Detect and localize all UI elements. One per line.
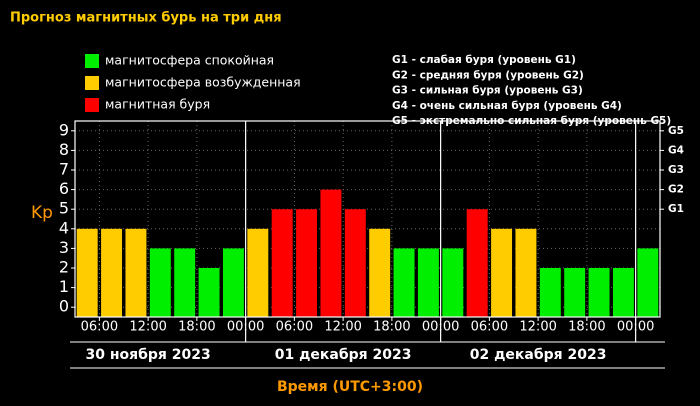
bar bbox=[393, 248, 415, 317]
bar bbox=[369, 228, 391, 317]
x-tick-label: 18:00 bbox=[178, 320, 215, 335]
x-tick-label: 06:00 bbox=[81, 320, 118, 335]
y-axis-label: Kp bbox=[31, 203, 53, 223]
y-tick-label: 0 bbox=[59, 297, 69, 316]
bar bbox=[296, 209, 318, 317]
bar bbox=[198, 268, 220, 317]
y-tick-label: 2 bbox=[59, 258, 69, 277]
g-legend-label: G2 - средняя буря (уровень G2) bbox=[392, 69, 584, 81]
legend-swatch bbox=[85, 76, 99, 90]
x-tick-label: 00:00 bbox=[227, 320, 264, 335]
bar bbox=[101, 228, 123, 317]
y-tick-label: 6 bbox=[59, 179, 69, 198]
legend-swatch bbox=[85, 54, 99, 68]
bar bbox=[588, 268, 610, 317]
y-tick-label: 9 bbox=[59, 120, 69, 139]
g-legend-label: G3 - сильная буря (уровень G3) bbox=[392, 85, 583, 97]
bar bbox=[612, 268, 634, 317]
legend-label: магнитосфера спокойная bbox=[105, 53, 274, 68]
bar bbox=[466, 209, 488, 317]
y2-tick-label: G2 bbox=[668, 184, 684, 196]
x-tick-label: 06:00 bbox=[276, 320, 313, 335]
x-tick-label: 12:00 bbox=[324, 320, 361, 335]
g-legend-label: G1 - слабая буря (уровень G1) bbox=[392, 54, 576, 66]
bar bbox=[149, 248, 171, 317]
y2-tick-label: G1 bbox=[668, 203, 684, 215]
bar bbox=[76, 228, 98, 317]
g-legend-label: G4 - очень сильная буря (уровень G4) bbox=[392, 100, 622, 112]
day-label: 01 декабря 2023 bbox=[275, 347, 412, 363]
plot-frame bbox=[74, 120, 661, 318]
bar bbox=[637, 248, 659, 317]
y2-tick-label: G3 bbox=[668, 164, 684, 176]
y-tick-label: 1 bbox=[59, 277, 69, 296]
bar bbox=[222, 248, 244, 317]
bar bbox=[125, 228, 147, 317]
x-tick-label: 18:00 bbox=[568, 320, 605, 335]
x-axis-label: Время (UTC+3:00) bbox=[277, 379, 423, 395]
y-tick-label: 4 bbox=[59, 218, 69, 237]
legend-label: магнитосфера возбужденная bbox=[105, 75, 301, 90]
bar bbox=[442, 248, 464, 317]
y2-tick-label: G5 bbox=[668, 125, 684, 137]
bar bbox=[271, 209, 293, 317]
y-tick-label: 8 bbox=[59, 140, 69, 159]
x-tick-label: 18:00 bbox=[373, 320, 410, 335]
y-tick-label: 5 bbox=[59, 199, 69, 218]
bar bbox=[491, 228, 513, 317]
x-tick-label: 06:00 bbox=[471, 320, 508, 335]
bar bbox=[515, 228, 537, 317]
y-tick-label: 3 bbox=[59, 238, 69, 257]
bar bbox=[320, 189, 342, 317]
bar bbox=[247, 228, 269, 317]
bar bbox=[417, 248, 439, 317]
chart-title: Прогноз магнитных бурь на три дня bbox=[10, 11, 282, 26]
bar bbox=[174, 248, 196, 317]
legend-swatch bbox=[85, 98, 99, 112]
bar bbox=[564, 268, 586, 317]
x-tick-label: 00:00 bbox=[422, 320, 459, 335]
bar bbox=[539, 268, 561, 317]
x-tick-label: 12:00 bbox=[519, 320, 556, 335]
legend-label: магнитная буря bbox=[105, 97, 210, 112]
x-tick-label: 00:00 bbox=[617, 320, 654, 335]
bar bbox=[344, 209, 366, 317]
y-tick-label: 7 bbox=[59, 160, 69, 179]
y2-tick-label: G4 bbox=[668, 144, 684, 156]
x-tick-label: 12:00 bbox=[129, 320, 166, 335]
day-label: 30 ноября 2023 bbox=[85, 347, 210, 363]
day-label: 02 декабря 2023 bbox=[470, 347, 607, 363]
